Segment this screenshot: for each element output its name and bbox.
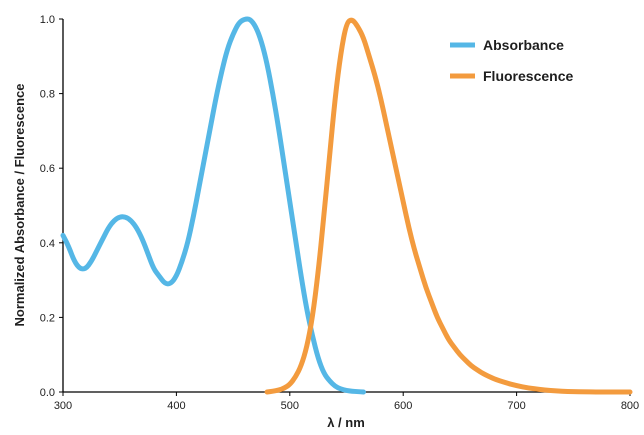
y-tick-label: 0.0 (40, 387, 55, 399)
series-layer (60, 16, 633, 395)
y-tick-label: 0.4 (40, 238, 55, 250)
x-tick-label: 300 (54, 400, 72, 412)
x-tick-label: 600 (394, 400, 412, 412)
x-tick-label: 400 (167, 400, 185, 412)
y-tick-label: 1.0 (40, 14, 55, 26)
fluorescence-line (264, 17, 633, 395)
legend-label-absorbance: Absorbance (483, 37, 564, 53)
legend-label-fluorescence: Fluorescence (483, 68, 573, 84)
x-tick-label: 500 (281, 400, 299, 412)
y-tick-label: 0.8 (40, 89, 55, 101)
y-axis-label: Normalized Absorbance / Fluorescence (12, 84, 27, 327)
absorbance-line (60, 16, 367, 395)
x-tick-label: 700 (507, 400, 525, 412)
legend: Absorbance Fluorescence (450, 37, 573, 84)
y-tick-label: 0.2 (40, 312, 55, 324)
y-tick-label: 0.6 (40, 163, 55, 175)
ticks-layer: 300 400 500 600 700 800 0.0 0.2 0.4 0.6 0.8 1.0 (40, 14, 639, 412)
x-axis-label: λ / nm (327, 415, 365, 430)
x-tick-label: 800 (621, 400, 639, 412)
